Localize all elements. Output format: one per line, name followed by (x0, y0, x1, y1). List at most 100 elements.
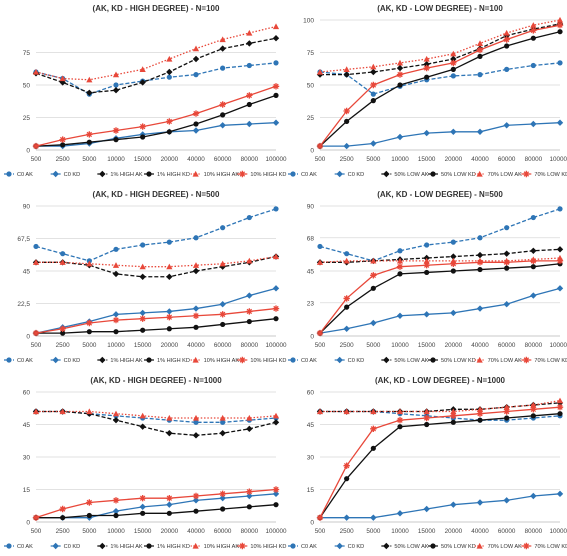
legend-marker (192, 542, 199, 549)
data-point (450, 73, 456, 79)
y-tick-label: 15 (23, 487, 31, 494)
data-point (112, 87, 120, 94)
data-point (273, 60, 279, 66)
data-point (272, 35, 280, 42)
data-point (86, 260, 93, 267)
data-point (86, 512, 92, 519)
data-point (139, 423, 146, 430)
legend-marker (192, 356, 199, 363)
series-line-4 (319, 263, 561, 334)
legend-label: 1% HIGH KD (157, 544, 190, 550)
legend-marker (430, 543, 436, 549)
x-tick-label: 60000 (498, 528, 516, 535)
data-point (272, 253, 280, 260)
data-point (396, 510, 404, 517)
series-line-1 (319, 62, 561, 95)
x-tick-label: 100000 (549, 156, 567, 163)
x-tick-label: 5000 (82, 528, 97, 535)
series-line-6 (35, 307, 277, 334)
series-line-3 (36, 410, 277, 436)
x-tick-label: 10000 (107, 342, 125, 349)
data-point (139, 315, 146, 322)
series-line-4 (319, 31, 561, 147)
data-point (59, 408, 66, 415)
data-point (272, 305, 280, 312)
data-point (32, 329, 40, 337)
series-line-6 (319, 260, 560, 334)
data-point (397, 82, 403, 88)
data-point (556, 257, 564, 265)
x-tick-label: 2500 (56, 528, 71, 535)
data-point (219, 429, 226, 437)
data-point (450, 253, 457, 260)
x-tick-label: 15000 (134, 156, 152, 163)
data-point (530, 120, 537, 128)
data-point (477, 53, 483, 60)
legend-marker (239, 542, 246, 550)
series-line-3 (35, 37, 277, 94)
x-tick-label: 20000 (445, 342, 463, 349)
legend-label: C0 KD (348, 358, 364, 364)
legend-marker (52, 356, 59, 364)
x-tick-label: 5000 (366, 528, 381, 535)
data-point (316, 71, 324, 78)
y-tick-label: 30 (23, 455, 31, 462)
data-point (530, 413, 536, 419)
data-point (139, 263, 146, 270)
series-line-6 (35, 85, 277, 147)
data-point (450, 239, 456, 245)
x-tick-label: 20000 (161, 528, 179, 535)
legend-label: C0 AK (301, 544, 317, 550)
data-point (370, 98, 376, 104)
series-line-3 (36, 255, 277, 278)
chart-panel-2: (AK, KD - LOW DEGREE) - N=100 0 25 50 75 100 5… (288, 4, 567, 178)
data-point (503, 404, 510, 410)
data-point (166, 263, 173, 270)
series-line-2 (36, 493, 277, 519)
data-point (219, 122, 226, 129)
data-point (246, 62, 252, 69)
data-point (192, 312, 200, 319)
legend-label: 10% HIGH AK (204, 544, 240, 550)
legend-marker (239, 170, 246, 178)
data-point (86, 329, 92, 335)
data-point (504, 66, 510, 72)
legend-label: C0 AK (17, 358, 33, 364)
data-point (476, 46, 484, 54)
y-tick-label: 45 (23, 422, 31, 429)
data-point (33, 243, 39, 250)
legend-marker (383, 542, 390, 550)
y-tick-label: 23 (307, 300, 315, 307)
x-tick-label: 100000 (549, 528, 567, 535)
legend-marker (336, 542, 343, 550)
data-point (317, 243, 323, 250)
data-point (343, 325, 350, 332)
data-point (450, 501, 457, 508)
y-tick-label: 50 (23, 83, 31, 90)
x-tick-label: 20000 (445, 528, 463, 535)
data-point (557, 206, 563, 212)
x-tick-label: 10000 (107, 156, 125, 163)
chart-title: (AK, KD - LOW DEGREE) - N=500 (377, 190, 503, 199)
x-tick-label: 40000 (471, 342, 489, 349)
legend-label: 70% LOW KD (534, 172, 567, 178)
data-point (192, 127, 200, 134)
series-line-2 (320, 493, 561, 519)
data-point (139, 79, 146, 86)
legend-marker (523, 356, 530, 364)
data-point (140, 510, 146, 516)
data-point (59, 505, 66, 513)
x-tick-label: 80000 (525, 528, 543, 535)
series-line-2 (319, 287, 561, 334)
chart-panel-3: (AK, KD - HIGH DEGREE) - N=500 0 22,5 45 67,… (4, 190, 287, 364)
data-point (477, 72, 483, 78)
data-point (370, 63, 377, 70)
data-point (423, 129, 430, 137)
data-point (246, 425, 253, 433)
legend-marker (6, 543, 12, 549)
data-point (166, 429, 173, 437)
x-tick-label: 10000 (391, 342, 409, 349)
data-point (32, 259, 40, 265)
legend-label: C0 AK (301, 172, 317, 178)
data-point (557, 411, 563, 417)
